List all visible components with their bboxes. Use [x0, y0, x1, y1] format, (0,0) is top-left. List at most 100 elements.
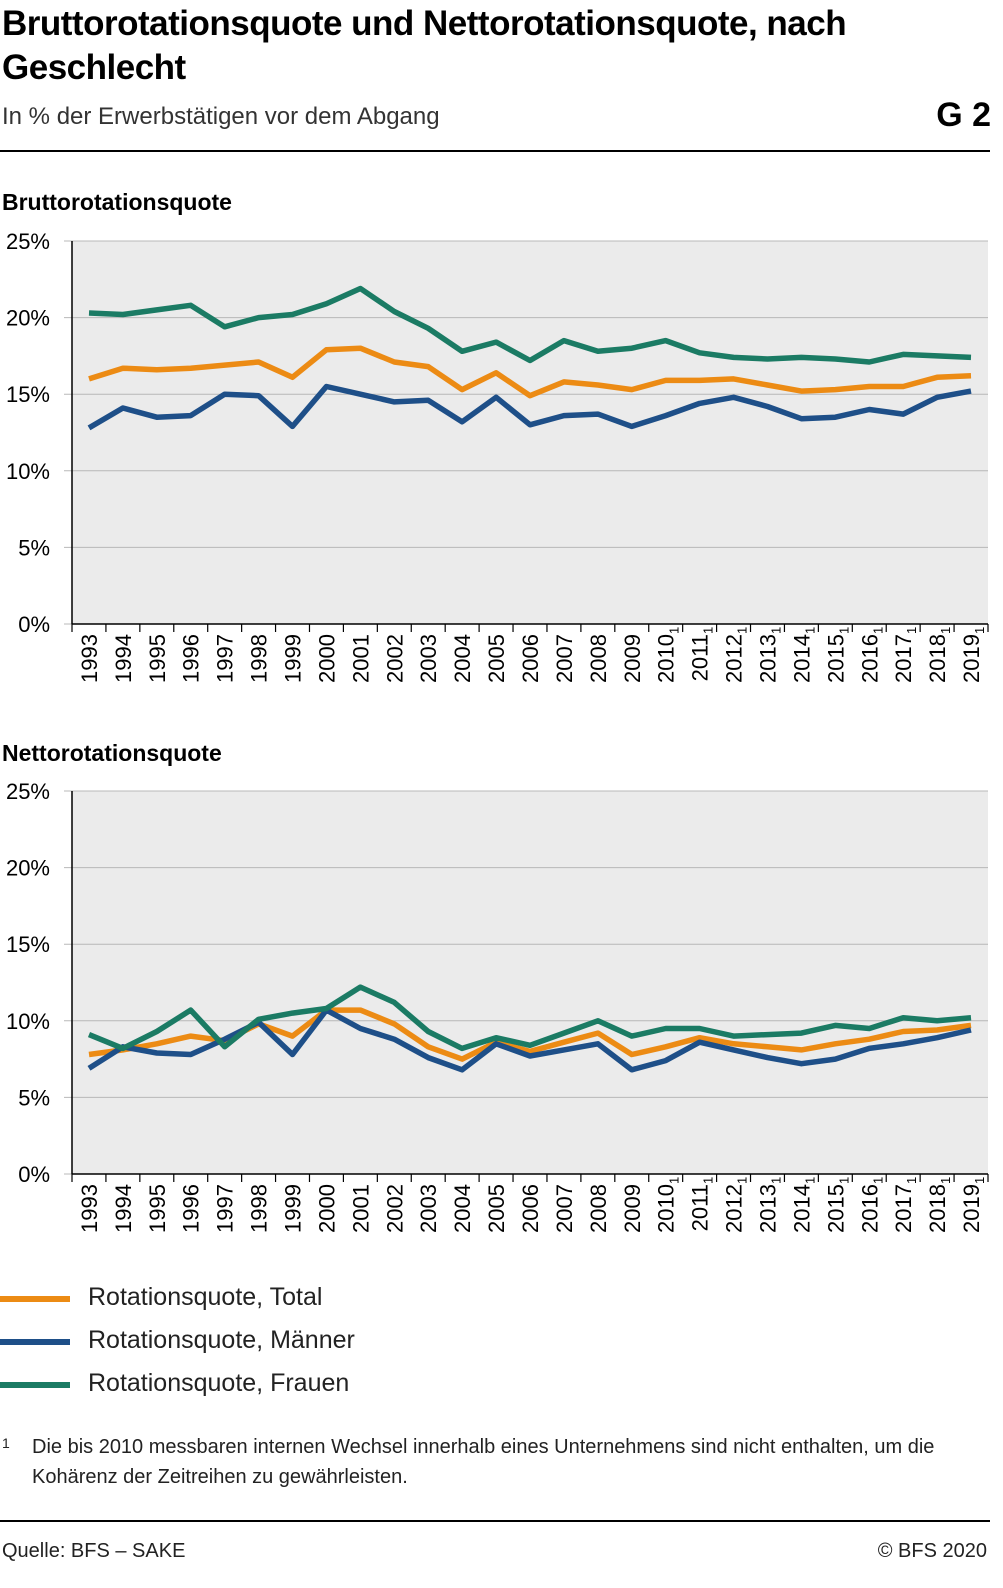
x-tick-label: 2019 [959, 634, 984, 683]
chart-subtitle: In % der Erwerbstätigen vor dem Abgang [2, 103, 440, 130]
x-tick-label: 1994 [111, 1184, 136, 1233]
x-tick-label: 2000 [314, 1184, 339, 1233]
legend-item-maenner: Rotationsquote, Männer [0, 1324, 500, 1360]
x-tick-label: 2010 [654, 634, 679, 683]
x-tick-label: 2018 [925, 1184, 950, 1233]
x-tick-label: 2019 [959, 1184, 984, 1233]
x-tick-label: 2017 [891, 634, 916, 683]
y-tick-label: 15% [6, 932, 50, 957]
y-tick-label: 10% [6, 459, 50, 484]
x-tick-label: 2010 [654, 1184, 679, 1233]
series-line-maenner [87, 383, 972, 431]
chart-1-title: Bruttorotationsquote [2, 189, 232, 215]
x-tick-label: 2017 [891, 1184, 916, 1233]
x-tick-label: 1999 [281, 634, 306, 683]
x-tick-label: 2006 [518, 634, 543, 683]
x-tick-label: 1993 [77, 1184, 102, 1233]
x-tick-label: 2001 [348, 1184, 373, 1233]
legend-item-frauen: Rotationsquote, Frauen [0, 1367, 500, 1403]
chart-2-title: Nettorotationsquote [2, 740, 222, 766]
x-tick-label: 2014 [789, 634, 814, 683]
x-tick-label: 2008 [586, 1184, 611, 1233]
x-tick-label: 2007 [552, 634, 577, 683]
x-tick-label: 2001 [348, 634, 373, 683]
x-tick-label: 2015 [823, 634, 848, 683]
x-tick-label: 1998 [247, 1184, 272, 1233]
x-tick-label: 2015 [823, 1184, 848, 1233]
x-tick-label: 2003 [416, 1184, 441, 1233]
x-tick-label: 2016 [857, 1184, 882, 1233]
x-tick-footnote-marker: 1 [667, 627, 682, 634]
legend-item-total: Rotationsquote, Total [0, 1281, 500, 1317]
x-tick-footnote-marker: 1 [802, 627, 817, 634]
footnote-marker: 1 [2, 1435, 10, 1451]
footnote-text: Die bis 2010 messbaren internen Wechsel … [32, 1436, 935, 1488]
copyright-note: © BFS 2020 [877, 1540, 987, 1562]
chart-brutto: 0% 5% 10% 15% 20% 25% 1993 1994 1995 1996 1997 1998… [6, 229, 989, 683]
x-tick-label: 2013 [755, 1184, 780, 1233]
x-tick-label: 2004 [450, 634, 475, 683]
x-tick-label: 2014 [789, 1184, 814, 1233]
x-tick-footnote-marker: 1 [701, 627, 716, 634]
legend-swatch [0, 1382, 70, 1388]
x-tick-label: 2005 [484, 1184, 509, 1233]
y-tick-label: 15% [6, 382, 50, 407]
x-tick-label: 1996 [179, 634, 204, 683]
plot-area [72, 241, 988, 624]
x-tick-label: 1997 [213, 634, 238, 683]
x-tick-footnote-marker: 1 [836, 627, 851, 634]
x-tick-label: 1994 [111, 634, 136, 683]
footer-rule [0, 1520, 990, 1522]
x-tick-label: 2011 [688, 634, 713, 681]
x-tick-label: 2006 [518, 1184, 543, 1233]
legend-swatch [0, 1296, 70, 1302]
x-tick-footnote-marker: 1 [972, 627, 987, 634]
y-tick-label: 0% [18, 612, 50, 637]
x-tick-footnote-marker: 1 [735, 1177, 750, 1184]
x-tick-label: 2011 [688, 1184, 713, 1231]
chart-title: Bruttorotationsquote und Nettorotationsq… [2, 4, 847, 87]
x-tick-footnote-marker: 1 [938, 1177, 953, 1184]
y-tick-label: 20% [6, 856, 50, 881]
x-tick-label: 2016 [857, 634, 882, 683]
x-tick-footnote-marker: 1 [904, 1177, 919, 1184]
chart-code: G 2 [936, 96, 991, 134]
y-tick-label: 25% [6, 229, 50, 254]
x-tick-footnote-marker: 1 [870, 627, 885, 634]
legend-label: Rotationsquote, Männer [88, 1326, 355, 1354]
x-tick-footnote-marker: 1 [802, 1177, 817, 1184]
series-line-frauen [88, 285, 972, 365]
series-line-frauen [87, 984, 972, 1052]
legend-swatch [0, 1339, 70, 1345]
y-tick-label: 0% [18, 1162, 50, 1187]
source-note: Quelle: BFS – SAKE [2, 1540, 186, 1562]
x-tick-label: 2013 [755, 634, 780, 683]
x-tick-label: 2018 [925, 634, 950, 683]
x-tick-label: 2005 [484, 634, 509, 683]
series-line-total [88, 345, 972, 399]
x-tick-label: 2012 [722, 634, 747, 683]
x-tick-footnote-marker: 1 [938, 627, 953, 634]
x-tick-label: 2008 [586, 634, 611, 683]
x-tick-label: 1996 [179, 1184, 204, 1233]
x-tick-label: 2003 [416, 634, 441, 683]
x-tick-footnote-marker: 1 [836, 1177, 851, 1184]
x-tick-label: 1993 [77, 634, 102, 683]
x-tick-label: 2004 [450, 1184, 475, 1233]
legend-label: Rotationsquote, Frauen [88, 1369, 350, 1397]
x-tick-label: 2002 [382, 634, 407, 683]
x-tick-label: 1999 [281, 1184, 306, 1233]
x-tick-label: 1998 [247, 634, 272, 683]
x-tick-label: 2009 [620, 1184, 645, 1233]
y-tick-label: 20% [6, 306, 50, 331]
x-tick-label: 2002 [382, 1184, 407, 1233]
series-line-maenner [87, 1007, 972, 1073]
x-tick-footnote-marker: 1 [701, 1177, 716, 1184]
x-tick-footnote-marker: 1 [768, 627, 783, 634]
header-rule [0, 150, 990, 152]
x-tick-label: 2000 [314, 634, 339, 683]
y-tick-label: 10% [6, 1009, 50, 1034]
plot-area [72, 791, 988, 1174]
legend-label: Rotationsquote, Total [88, 1283, 323, 1311]
y-tick-label: 5% [18, 535, 50, 560]
